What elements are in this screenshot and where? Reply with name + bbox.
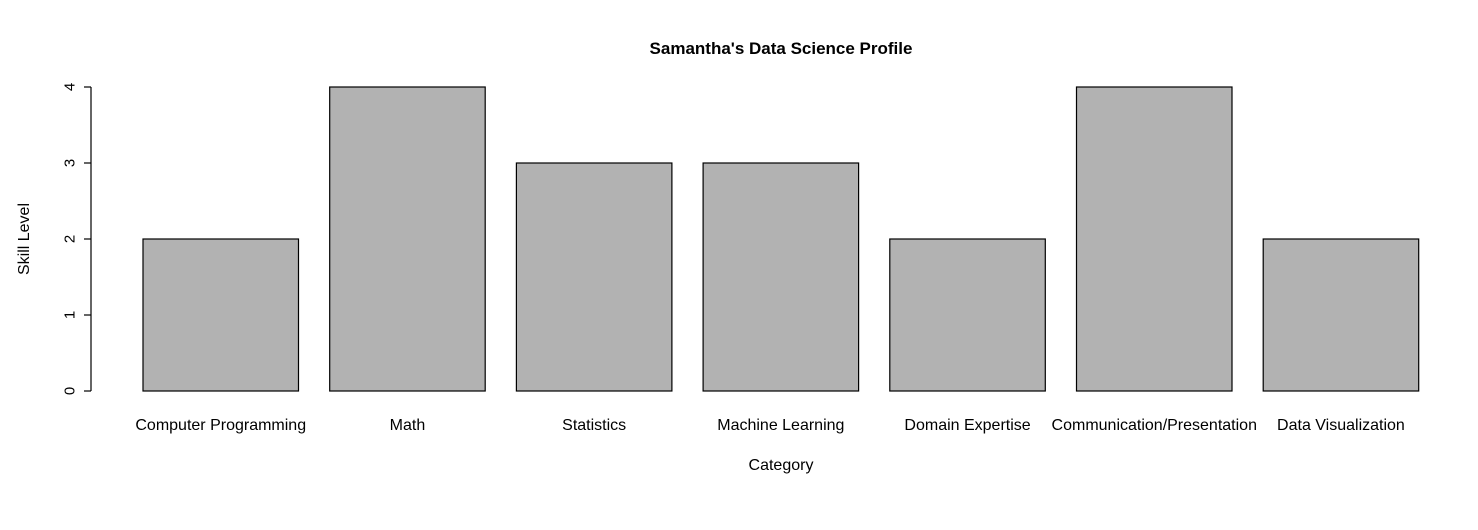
y-tick-label-1: 1: [61, 311, 78, 319]
x-category-label-3: Machine Learning: [717, 417, 844, 434]
bar-6: [1262, 238, 1420, 392]
bars-group: [142, 86, 1420, 392]
bar-0: [142, 238, 300, 392]
x-category-label-2: Statistics: [562, 417, 626, 434]
x-axis-label: Category: [749, 457, 814, 474]
bar-3: [702, 162, 860, 392]
y-axis-label: Skill Level: [16, 203, 33, 275]
y-tick-label-2: 2: [61, 235, 78, 243]
bar-5: [1075, 86, 1233, 392]
x-category-label-1: Math: [390, 417, 426, 434]
category-labels-group: Computer Programming Math Statistics Machin…: [135, 417, 1404, 434]
bar-4: [889, 238, 1046, 392]
y-tick-label-3: 3: [61, 159, 78, 167]
y-axis: 0 1 2 3 4: [61, 83, 92, 395]
x-category-label-4: Domain Expertise: [904, 417, 1030, 434]
x-category-label-0: Computer Programming: [135, 417, 306, 434]
bar-2: [515, 162, 673, 392]
x-category-label-5: Communication/Presentation: [1052, 417, 1257, 434]
x-category-label-6: Data Visualization: [1277, 417, 1405, 434]
y-tick-label-0: 0: [61, 387, 78, 395]
chart-title: Samantha's Data Science Profile: [650, 39, 913, 58]
y-tick-label-4: 4: [61, 83, 78, 91]
bar-1: [329, 86, 486, 392]
